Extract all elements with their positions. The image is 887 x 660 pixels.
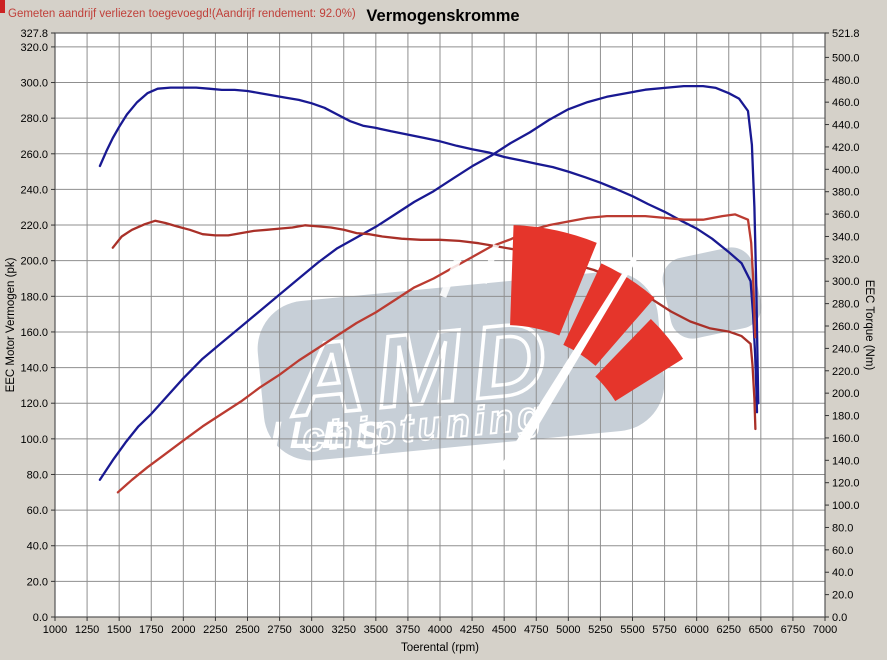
x-tick-label: 5250 bbox=[588, 624, 612, 636]
y-right-tick-label: 100.0 bbox=[832, 500, 860, 512]
x-tick-label: 3500 bbox=[364, 624, 388, 636]
x-tick-label: 3750 bbox=[396, 624, 420, 636]
y-right-tick-label: 0.0 bbox=[832, 612, 847, 624]
x-tick-label: 2250 bbox=[203, 624, 227, 636]
speedo-needle-icon bbox=[499, 251, 641, 474]
y-left-tick-label: 100.0 bbox=[20, 434, 48, 446]
x-tick-label: 5000 bbox=[556, 624, 580, 636]
watermark-slash-icon bbox=[480, 244, 500, 284]
y-left-tick-label: 327.8 bbox=[20, 28, 48, 40]
y-right-tick-label: 80.0 bbox=[832, 522, 853, 534]
y-left-tick-label: 180.0 bbox=[20, 291, 48, 303]
y-right-tick-label: 200.0 bbox=[832, 388, 860, 400]
y-left-tick-label: 120.0 bbox=[20, 398, 48, 410]
x-tick-label: 1500 bbox=[107, 624, 131, 636]
x-tick-label: 3000 bbox=[299, 624, 323, 636]
x-tick-label: 5750 bbox=[652, 624, 676, 636]
x-tick-label: 4000 bbox=[428, 624, 452, 636]
y-right-tick-label: 60.0 bbox=[832, 545, 853, 557]
y-left-tick-label: 260.0 bbox=[20, 149, 48, 161]
y-axis-left-title: EEC Motor Vermogen (pk) bbox=[5, 257, 17, 392]
watermark-speedo-fan bbox=[439, 225, 684, 474]
y-left-tick-label: 20.0 bbox=[27, 576, 48, 588]
watermark-blob-right bbox=[662, 247, 762, 339]
y-left-tick-label: 160.0 bbox=[20, 327, 48, 339]
x-tick-label: 4500 bbox=[492, 624, 516, 636]
y-right-tick-label: 420.0 bbox=[832, 142, 860, 154]
y-right-tick-label: 521.8 bbox=[832, 28, 860, 40]
y-left-tick-label: 220.0 bbox=[20, 220, 48, 232]
x-tick-label: 1750 bbox=[139, 624, 163, 636]
y-right-tick-label: 360.0 bbox=[832, 209, 860, 221]
y-right-tick-label: 20.0 bbox=[832, 590, 853, 602]
dyno-curves bbox=[98, 84, 760, 494]
x-tick-label: 3250 bbox=[332, 624, 356, 636]
y-right-tick-label: 320.0 bbox=[832, 254, 860, 266]
page-title: Vermogenskromme bbox=[366, 7, 519, 25]
x-tick-label: 5500 bbox=[620, 624, 644, 636]
y-left-tick-label: 320.0 bbox=[20, 42, 48, 54]
x-tick-label: 4250 bbox=[460, 624, 484, 636]
y-right-tick-label: 120.0 bbox=[832, 478, 860, 490]
watermark-files-text: FILES bbox=[238, 415, 391, 457]
y-right-tick-label: 260.0 bbox=[832, 321, 860, 333]
y-right-tick-label: 460.0 bbox=[832, 97, 860, 109]
x-axis-title: Toerental (rpm) bbox=[401, 642, 479, 654]
fan-wedge-icon bbox=[510, 225, 597, 336]
axis-ticks: 1000 1250 1500 1750 2000 2250 2500 2750 3000 3250… bbox=[20, 28, 859, 636]
x-tick-label: 4750 bbox=[524, 624, 548, 636]
y-left-tick-label: 300.0 bbox=[20, 78, 48, 90]
y-right-tick-label: 440.0 bbox=[832, 120, 860, 132]
fan-wedge-icon bbox=[595, 318, 684, 402]
watermark-slash-icon bbox=[439, 252, 464, 298]
y-right-tick-label: 380.0 bbox=[832, 187, 860, 199]
y-left-tick-label: 200.0 bbox=[20, 256, 48, 268]
corner-red-mark-icon bbox=[0, 0, 5, 13]
curve-tuned_power_pk bbox=[98, 84, 760, 481]
x-tick-label: 7000 bbox=[813, 624, 837, 636]
y-left-tick-label: 0.0 bbox=[33, 612, 48, 624]
y-left-tick-label: 140.0 bbox=[20, 363, 48, 375]
x-tick-label: 2000 bbox=[171, 624, 195, 636]
y-right-tick-label: 340.0 bbox=[832, 231, 860, 243]
y-right-tick-label: 500.0 bbox=[832, 52, 860, 64]
y-left-tick-label: 40.0 bbox=[27, 541, 48, 553]
x-tick-label: 6000 bbox=[684, 624, 708, 636]
y-axis-right-title: EEC Torque (Nm) bbox=[863, 280, 875, 371]
y-right-tick-label: 160.0 bbox=[832, 433, 860, 445]
y-right-tick-label: 480.0 bbox=[832, 75, 860, 87]
x-tick-label: 1250 bbox=[75, 624, 99, 636]
y-left-tick-label: 60.0 bbox=[27, 505, 48, 517]
y-right-tick-label: 220.0 bbox=[832, 366, 860, 378]
y-left-tick-label: 240.0 bbox=[20, 184, 48, 196]
y-right-tick-label: 140.0 bbox=[832, 455, 860, 467]
y-left-tick-label: 280.0 bbox=[20, 113, 48, 125]
curve-original_power_pk bbox=[116, 213, 757, 494]
curve-tuned_torque_nm bbox=[98, 86, 759, 414]
y-right-tick-label: 240.0 bbox=[832, 343, 860, 355]
x-tick-label: 6250 bbox=[717, 624, 741, 636]
drivetrain-loss-note: Gemeten aandrijf verliezen toegevoegd!(A… bbox=[8, 8, 356, 20]
y-right-tick-label: 40.0 bbox=[832, 567, 853, 579]
y-right-tick-label: 400.0 bbox=[832, 164, 860, 176]
curve-original_torque_nm bbox=[111, 219, 757, 431]
y-left-tick-label: 80.0 bbox=[27, 469, 48, 481]
y-right-tick-label: 280.0 bbox=[832, 299, 860, 311]
x-tick-label: 1000 bbox=[43, 624, 67, 636]
x-tick-label: 2500 bbox=[235, 624, 259, 636]
y-right-tick-label: 300.0 bbox=[832, 276, 860, 288]
x-tick-label: 2750 bbox=[267, 624, 291, 636]
x-tick-label: 6750 bbox=[781, 624, 805, 636]
y-right-tick-label: 180.0 bbox=[832, 411, 860, 423]
x-tick-label: 6500 bbox=[749, 624, 773, 636]
